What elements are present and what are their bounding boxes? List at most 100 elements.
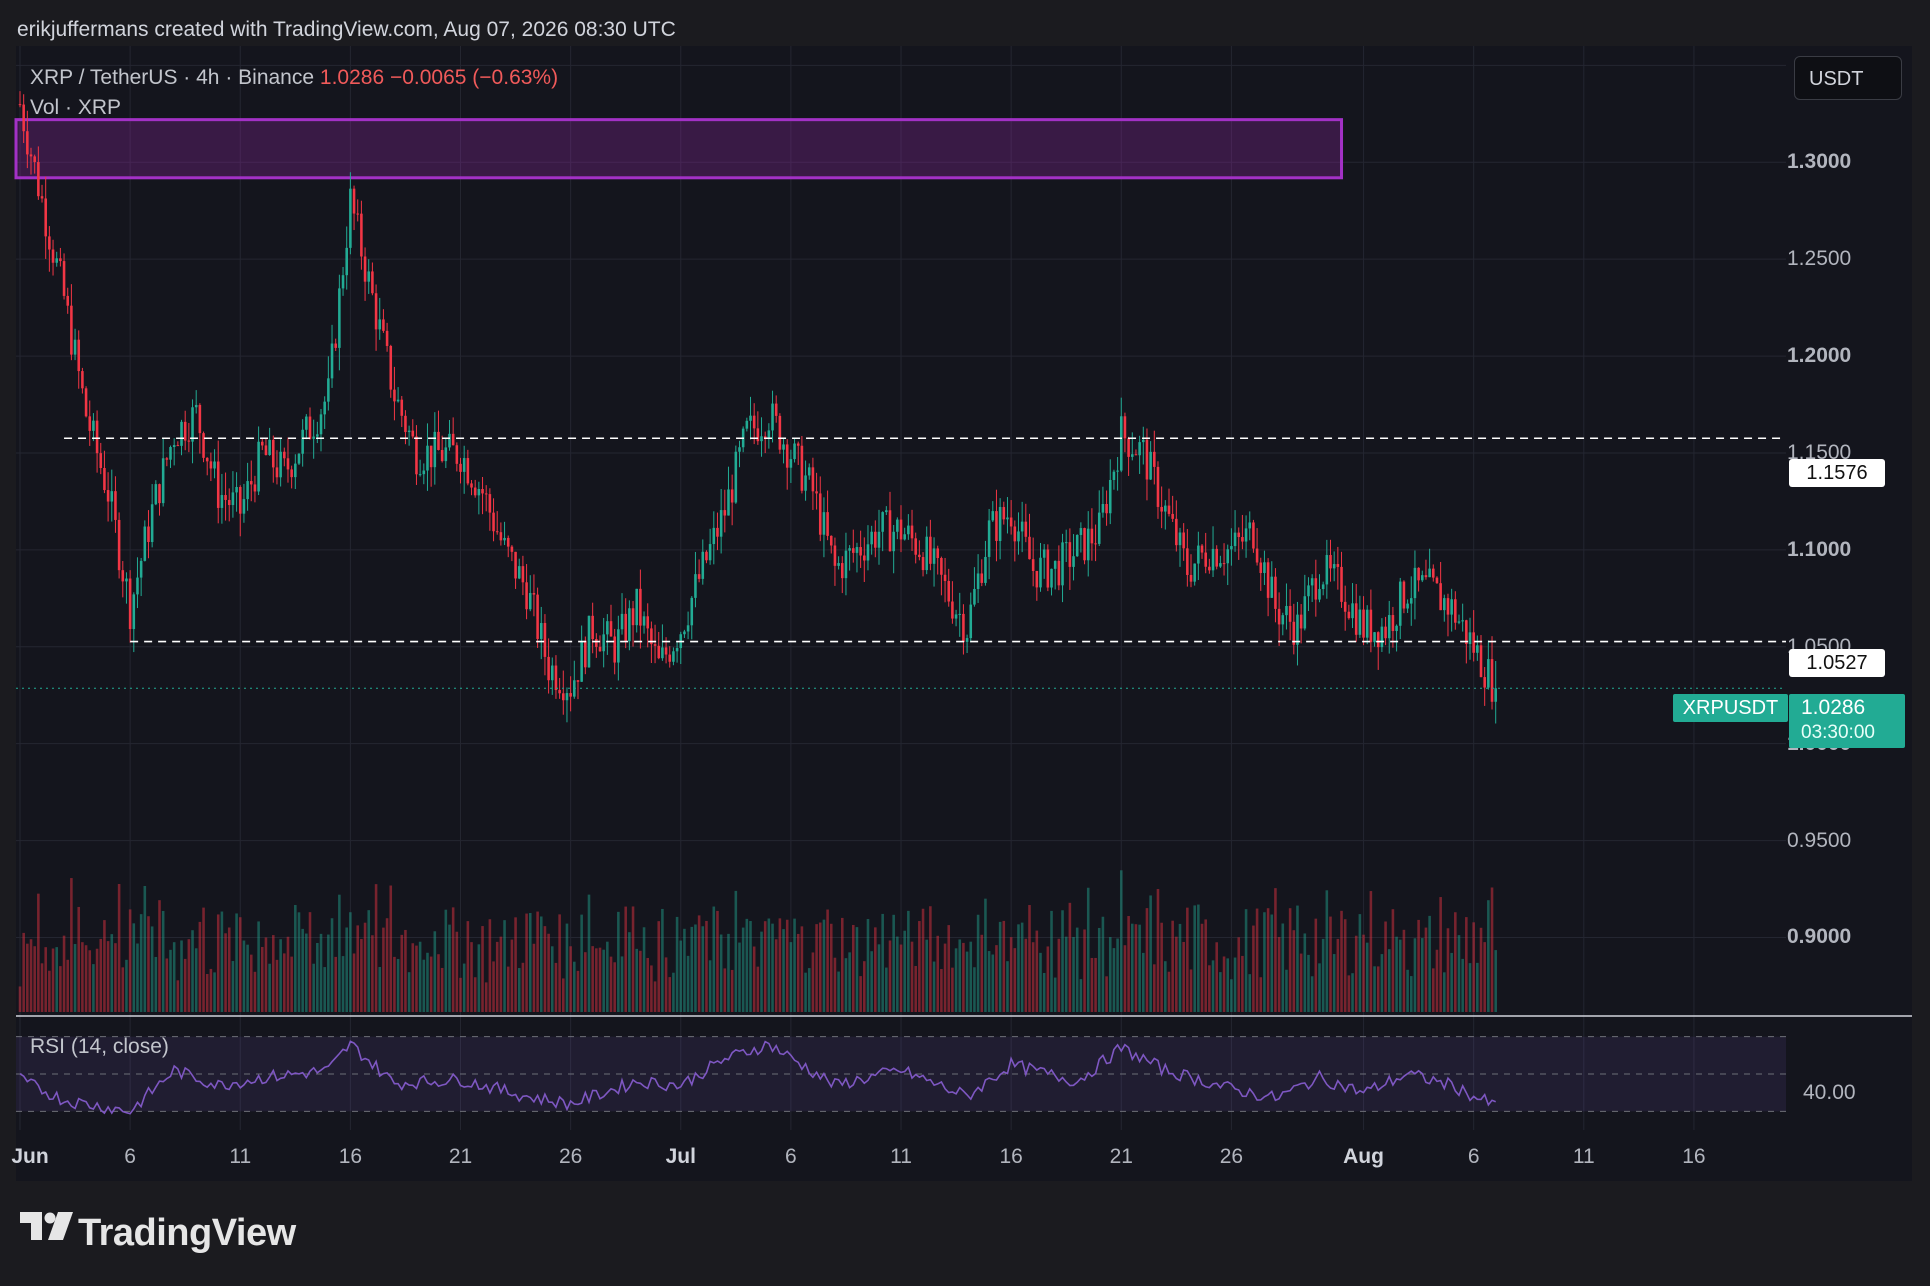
volume-bar — [484, 982, 488, 1012]
candle-body — [1310, 578, 1314, 586]
volume-bar — [1046, 946, 1050, 1012]
candle-body — [121, 570, 125, 582]
candle-body — [92, 420, 95, 431]
candle-body — [1274, 576, 1277, 609]
candle-body — [407, 430, 411, 433]
volume-bar — [1116, 938, 1119, 1012]
price-tag-countdown: 03:30:00 — [1801, 722, 1875, 743]
candle-body — [984, 556, 987, 583]
volume-bar — [176, 980, 180, 1012]
candle-body — [1090, 528, 1094, 544]
volume-bar — [962, 942, 965, 1012]
volume-bar — [305, 933, 308, 1012]
legend-symbol-row[interactable]: XRP / TetherUS · 4h · Binance 1.0286 −0.… — [30, 66, 558, 90]
volume-bar — [620, 956, 624, 1012]
candle-body — [81, 371, 84, 389]
volume-bar — [1193, 905, 1196, 1012]
volume-bar — [1321, 938, 1325, 1012]
volume-bar — [1079, 979, 1083, 1012]
volume-bar — [209, 968, 213, 1012]
candle-body — [848, 548, 851, 551]
candle-body — [260, 441, 264, 446]
candle-body — [103, 468, 106, 491]
volume-bar — [609, 956, 613, 1012]
volume-bar — [169, 949, 172, 1012]
volume-bar — [1127, 916, 1130, 1012]
volume-bar — [136, 943, 139, 1012]
candle-body — [1472, 632, 1475, 653]
volume-bar — [1208, 965, 1211, 1012]
volume-bar — [774, 939, 778, 1012]
candle-body — [954, 614, 958, 619]
volume-bar — [657, 921, 661, 1012]
candle-body — [852, 548, 855, 553]
candle-body — [1142, 439, 1145, 443]
candle-body — [224, 495, 227, 500]
candle-body — [719, 510, 723, 537]
volume-bar — [1347, 975, 1351, 1012]
volume-bar — [1325, 890, 1329, 1012]
candle-body — [367, 271, 371, 282]
volume-bar — [874, 927, 877, 1012]
candle-body — [1197, 545, 1200, 564]
volume-bar — [55, 947, 58, 1012]
candle-body — [774, 403, 778, 416]
candle-body — [1402, 581, 1406, 609]
candle-body — [925, 536, 928, 571]
volume-bar — [1090, 957, 1094, 1012]
volume-bar — [356, 925, 360, 1012]
volume-bar — [1376, 966, 1380, 1012]
candle-body — [1446, 598, 1450, 615]
legend-volume-row[interactable]: Vol · XRP — [30, 96, 121, 120]
candle-body — [745, 420, 749, 429]
volume-bar — [848, 952, 851, 1012]
volume-bar — [198, 921, 202, 1012]
volume-bar — [1255, 908, 1259, 1012]
volume-bar — [1182, 941, 1185, 1012]
candle-body — [1101, 504, 1105, 513]
date-axis-label: 26 — [1219, 1145, 1244, 1168]
candle-body — [338, 288, 341, 348]
volume-bar — [367, 910, 371, 1012]
price-axis-label: 1.1000 — [1787, 537, 1852, 561]
candle-body — [705, 551, 708, 561]
volume-bar — [470, 942, 473, 1012]
volume-bar — [338, 894, 341, 1012]
volume-bar — [477, 944, 481, 1012]
volume-bar — [1013, 948, 1017, 1012]
candle-body — [1255, 548, 1259, 563]
volume-bar — [686, 955, 690, 1012]
candle-body — [172, 445, 176, 448]
candle-body — [661, 647, 664, 659]
candle-body — [668, 654, 672, 662]
legend-symbol: XRP / TetherUS · 4h · Binance — [30, 66, 315, 89]
candle-body — [132, 594, 136, 630]
candle-body — [349, 188, 352, 248]
volume-bar — [818, 922, 822, 1012]
volume-bar — [187, 939, 191, 1012]
rsi-legend[interactable]: RSI (14, close) — [30, 1035, 169, 1058]
volume-bar — [517, 968, 521, 1012]
volume-bar — [180, 940, 183, 1012]
candle-body — [859, 547, 862, 556]
price-axis-label: 1.1500 — [1787, 440, 1852, 464]
candle-body — [73, 339, 77, 355]
volume-bar — [158, 900, 161, 1012]
volume-bar — [1387, 949, 1391, 1012]
candle-body — [1068, 542, 1072, 567]
currency-button[interactable]: USDT — [1794, 56, 1902, 100]
chart-panel[interactable] — [16, 46, 1912, 1181]
candle-body — [1296, 614, 1299, 645]
candle-body — [150, 504, 154, 543]
volume-bar — [1384, 921, 1387, 1012]
price-tag: 1.0286 03:30:00 — [1789, 694, 1905, 748]
volume-bar — [730, 969, 734, 1012]
volume-bar — [1039, 952, 1042, 1012]
candle-body — [400, 399, 404, 416]
candle-body — [194, 404, 198, 408]
candle-body — [650, 628, 653, 645]
candle-body — [448, 433, 451, 448]
candle-body — [1219, 563, 1222, 567]
volume-bar — [371, 935, 374, 1012]
